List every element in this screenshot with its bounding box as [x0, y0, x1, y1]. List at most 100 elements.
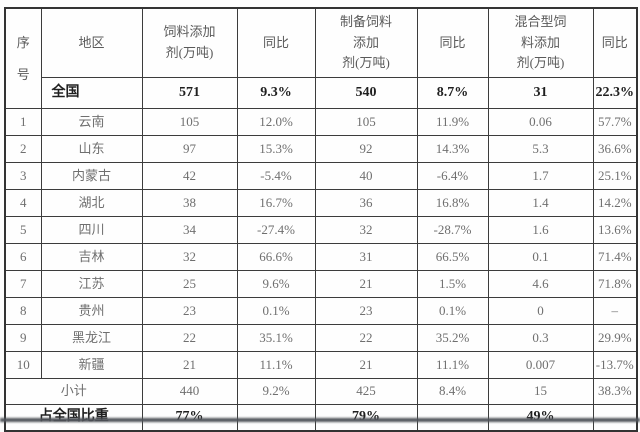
table-cell: 105 [314, 108, 418, 136]
table-row: 10 新疆 21 11.1% 21 11.1% 0.007 -13.7% [4, 351, 638, 379]
table-row: 7 江苏 25 9.6% 21 1.5% 4.6 71.8% [4, 270, 638, 298]
table-row: 8 贵州 23 0.1% 23 0.1% 0 – [4, 297, 638, 325]
table-cell: 15 [487, 378, 594, 405]
table-cell: 14.2% [592, 189, 638, 217]
region-name: 贵州 [40, 297, 143, 325]
row-number: 1 [4, 108, 42, 136]
table-cell: 31 [314, 243, 418, 271]
header-prepared-feed-additive: 制备饲料 添加 剂(万吨) [314, 7, 418, 78]
national-label: 全国 [40, 77, 143, 109]
table-cell: 66.6% [236, 243, 316, 271]
table-cell: 92 [314, 135, 418, 163]
header-yoy-2: 同比 [416, 7, 489, 78]
table-row-subtotal: 小计 440 9.2% 425 8.4% 15 38.3% [4, 378, 638, 405]
feed-additive-table: 序 号 地区 饲料添加 剂(万吨) 同比 制备饲料 添加 剂(万吨) 同比 混合… [4, 7, 638, 432]
table-row-national: 全国 571 9.3% 540 8.7% 31 22.3% [5, 77, 638, 109]
header-yoy-1: 同比 [236, 7, 316, 78]
table-cell: 25.1% [592, 162, 638, 190]
table-cell: 1.7 [487, 162, 594, 190]
table-cell: 16.7% [236, 189, 316, 217]
region-name: 四川 [40, 216, 143, 244]
table-cell: 36 [314, 189, 418, 217]
table-cell: 0.06 [487, 108, 594, 136]
table-cell: 22 [314, 324, 418, 352]
table-cell: 9.3% [236, 77, 316, 109]
table-cell: 11.9% [416, 108, 489, 136]
table-cell: 105 [141, 108, 238, 136]
row-number: 10 [4, 351, 42, 379]
row-number: 8 [4, 297, 42, 325]
row-number: 2 [4, 135, 42, 163]
header-mixed-feed-additive: 混合型饲 料添加 剂(万吨) [487, 7, 594, 78]
row-number: 6 [4, 243, 42, 271]
table-cell: 23 [141, 297, 238, 325]
table-cell: 36.6% [592, 135, 638, 163]
table-cell: 1.6 [487, 216, 594, 244]
table-cell: 21 [141, 351, 238, 379]
table-row: 9 黑龙江 22 35.1% 22 35.2% 0.3 29.9% [4, 324, 638, 352]
table-cell: 23 [314, 297, 418, 325]
row-number: 7 [4, 270, 42, 298]
table-cell: 38 [141, 189, 238, 217]
region-name: 山东 [40, 135, 143, 163]
table-cell: 42 [141, 162, 238, 190]
table-cell: 540 [314, 77, 418, 109]
table-cell: 0 [487, 297, 594, 325]
header-yoy-3: 同比 [592, 7, 638, 78]
table-cell: 34 [141, 216, 238, 244]
table-cell: -6.4% [416, 162, 489, 190]
region-name: 江苏 [40, 270, 143, 298]
row-number: 5 [4, 216, 42, 244]
region-name: 内蒙古 [40, 162, 143, 190]
table-cell: 9.6% [236, 270, 316, 298]
table-cell: 425 [314, 378, 418, 405]
row-number: 9 [4, 324, 42, 352]
header-seq: 序 号 [4, 7, 42, 109]
table-cell: 1.4 [487, 189, 594, 217]
table-cell: 22.3% [592, 77, 638, 109]
table-cell: 0.1% [236, 297, 316, 325]
bottom-divider [0, 418, 640, 422]
region-name: 湖北 [40, 189, 143, 217]
table-cell: 71.4% [592, 243, 638, 271]
table-cell: 11.1% [416, 351, 489, 379]
table-cell: -27.4% [236, 216, 316, 244]
table-row: 4 湖北 38 16.7% 36 16.8% 1.4 14.2% [4, 189, 638, 217]
region-name: 云南 [40, 108, 143, 136]
table-cell: 0.007 [487, 351, 594, 379]
header-region: 地区 [40, 7, 143, 78]
table-cell: – [592, 297, 638, 325]
table-cell: 97 [141, 135, 238, 163]
header-feed-additive: 饲料添加 剂(万吨) [141, 7, 238, 78]
header-row: 序 号 地区 饲料添加 剂(万吨) 同比 制备饲料 添加 剂(万吨) 同比 混合… [4, 7, 638, 109]
table-cell: 21 [314, 270, 418, 298]
table-cell: 1.5% [416, 270, 489, 298]
table-cell: 35.1% [236, 324, 316, 352]
table-cell: 0.1 [487, 243, 594, 271]
table-cell: 32 [314, 216, 418, 244]
table-cell: 11.1% [236, 351, 316, 379]
table-cell: 32 [141, 243, 238, 271]
table-row: 3 内蒙古 42 -5.4% 40 -6.4% 1.7 25.1% [4, 162, 638, 190]
table-cell: 8.4% [416, 378, 489, 405]
table-cell: 8.7% [416, 77, 489, 109]
region-name: 新疆 [40, 351, 143, 379]
table-cell: 38.3% [592, 378, 638, 405]
table-cell: 35.2% [416, 324, 489, 352]
table-cell: 13.6% [592, 216, 638, 244]
table-cell: 29.9% [592, 324, 638, 352]
table-cell: 40 [314, 162, 418, 190]
region-name: 吉林 [40, 243, 143, 271]
table-row: 6 吉林 32 66.6% 31 66.5% 0.1 71.4% [4, 243, 638, 271]
table-cell: 14.3% [416, 135, 489, 163]
table-row: 2 山东 97 15.3% 92 14.3% 5.3 36.6% [4, 135, 638, 163]
row-number: 3 [4, 162, 42, 190]
table-cell: 16.8% [416, 189, 489, 217]
table-cell: 5.3 [487, 135, 594, 163]
table-cell: 22 [141, 324, 238, 352]
table-row: 5 四川 34 -27.4% 32 -28.7% 1.6 13.6% [4, 216, 638, 244]
table-cell: 71.8% [592, 270, 638, 298]
table-cell: 0.1% [416, 297, 489, 325]
table-cell: 21 [314, 351, 418, 379]
table-cell: 440 [141, 378, 238, 405]
